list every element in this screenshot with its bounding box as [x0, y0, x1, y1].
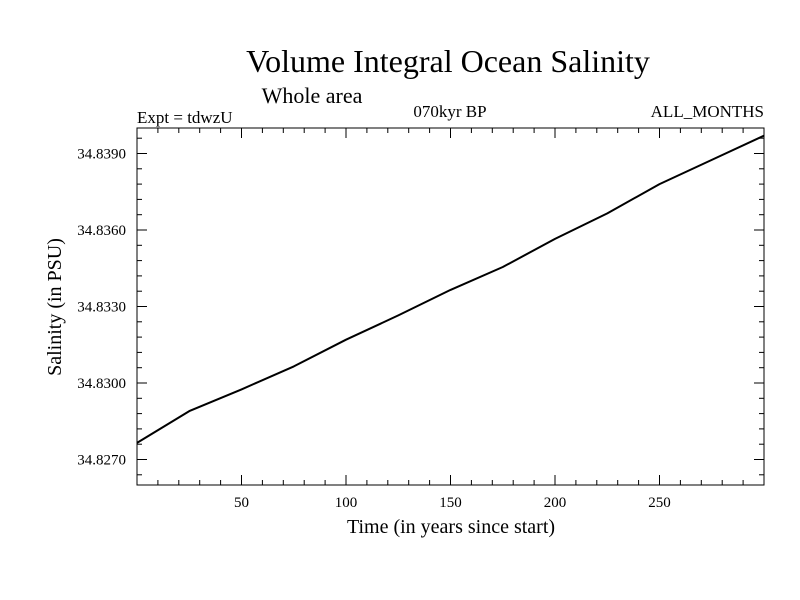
y-axis-label: Salinity (in PSU) [44, 238, 66, 376]
x-tick-label: 150 [439, 495, 462, 511]
series-line [136, 134, 765, 444]
x-tick-label: 200 [544, 495, 567, 511]
season-label: ALL_MONTHS [651, 102, 764, 121]
x-tick-label: 250 [648, 495, 671, 511]
y-tick-label: 34.8270 [77, 453, 126, 469]
plot-area: 50 100 150 200 250 34.8270 34.8300 34.8330 34.83… [77, 127, 765, 511]
experiment-label: Expt = tdwzU [137, 108, 233, 127]
x-tick-label: 100 [335, 495, 358, 511]
x-tick-label: 50 [234, 495, 249, 511]
y-tick-label: 34.8330 [77, 300, 126, 316]
x-axis-label: Time (in years since start) [347, 516, 555, 538]
plot-frame [136, 127, 765, 486]
y-tick-label: 34.8360 [77, 223, 126, 239]
chart-subtitle: Whole area [262, 83, 363, 108]
y-tick-label: 34.8300 [77, 376, 126, 392]
y-tick-label: 34.8390 [77, 147, 126, 163]
chart-title: Volume Integral Ocean Salinity [246, 43, 650, 79]
period-label: 070kyr BP [413, 102, 486, 121]
